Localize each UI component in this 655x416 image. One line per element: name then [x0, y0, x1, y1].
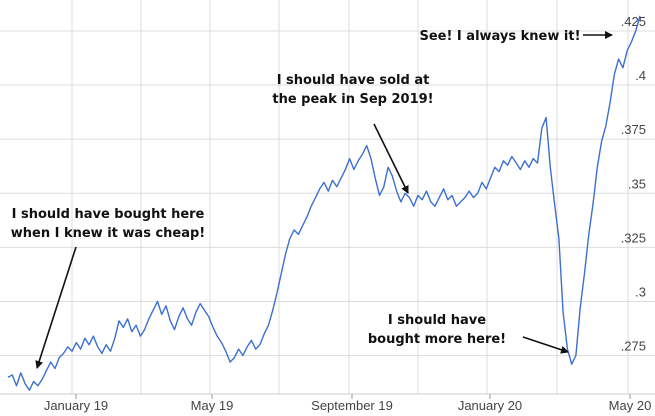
x-tick-label: May 20 — [609, 398, 652, 413]
y-tick-label: .275 — [621, 339, 646, 354]
y-tick-label: .325 — [621, 230, 646, 245]
x-tick-label: January 20 — [458, 398, 522, 413]
x-tick-label: January 19 — [44, 398, 108, 413]
annotation-bought-more-text: I should have — [388, 313, 486, 328]
x-axis-tick-labels: January 19 May 19 September 19 January 20 Ma… — [44, 398, 651, 413]
price-line — [7, 15, 641, 391]
annotation-bought-cheap-arrow — [35, 246, 77, 369]
annotation-sold-peak-text: I should have sold at — [277, 73, 430, 88]
x-tick-label: September 19 — [311, 398, 393, 413]
y-tick-label: .3 — [635, 284, 646, 299]
x-tick-label: May 19 — [191, 398, 234, 413]
y-tick-label: .375 — [621, 122, 646, 137]
y-axis-tick-labels: .275 .3 .325 .35 .375 .4 .425 — [621, 14, 646, 354]
y-tick-label: .425 — [621, 14, 646, 29]
grid-lines — [0, 0, 655, 399]
annotation-bought-more-text: bought more here! — [368, 332, 506, 347]
annotation-sold-peak-text: the peak in Sep 2019! — [272, 92, 433, 107]
y-tick-label: .4 — [635, 68, 646, 83]
annotation-knew-it-text: See! I always knew it! — [419, 29, 580, 44]
annotations: See! I always knew it! I should have sold… — [11, 29, 613, 369]
annotation-sold-peak-arrow — [373, 123, 409, 194]
annotation-bought-cheap-text: I should have bought here — [12, 207, 205, 222]
annotation-bought-more-arrow — [522, 336, 569, 354]
y-tick-label: .35 — [628, 176, 646, 191]
annotation-bought-cheap-text: when I knew it was cheap! — [11, 226, 206, 241]
